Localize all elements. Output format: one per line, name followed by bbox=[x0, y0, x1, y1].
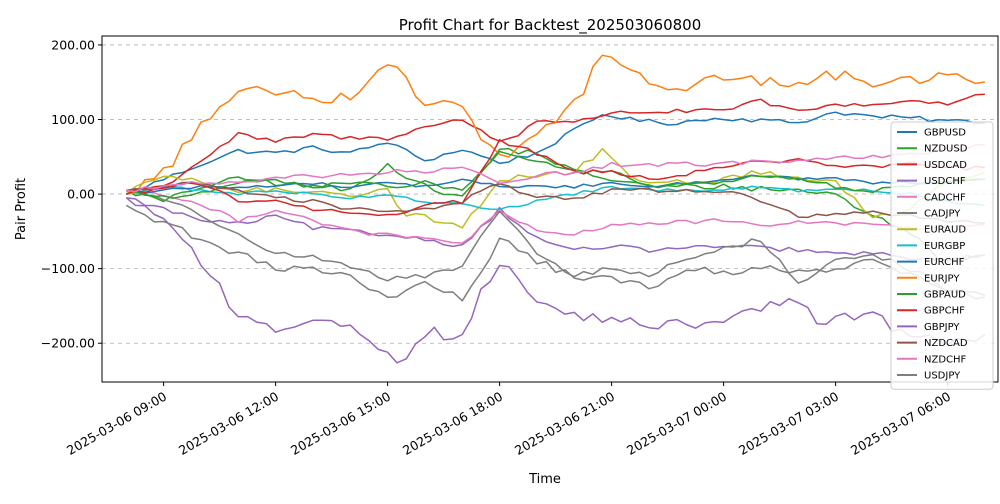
series-line-eurgbp bbox=[126, 185, 985, 211]
series-line-cadchf bbox=[126, 189, 985, 244]
legend-label: EURJPY bbox=[924, 273, 960, 284]
legend-label: NZDCAD bbox=[924, 338, 968, 349]
y-tick-label: 100.00 bbox=[51, 112, 95, 127]
x-tick-label: 2025-03-06 12:00 bbox=[176, 389, 281, 458]
x-tick-label: 2025-03-06 09:00 bbox=[64, 389, 169, 458]
legend-label: EURAUD bbox=[924, 225, 966, 236]
legend-label: CADCHF bbox=[924, 192, 966, 203]
series-line-gbpjpy bbox=[125, 197, 986, 364]
y-tick-label: −200.00 bbox=[41, 336, 95, 351]
legend-label: GBPUSD bbox=[924, 128, 966, 139]
x-tick-label: 2025-03-07 06:00 bbox=[848, 389, 953, 458]
legend-label: GBPCHF bbox=[924, 306, 965, 317]
x-tick-label: 2025-03-06 18:00 bbox=[400, 389, 505, 458]
series-line-usdchf bbox=[126, 197, 986, 263]
x-tick-label: 2025-03-07 00:00 bbox=[624, 389, 729, 458]
x-tick-label: 2025-03-06 21:00 bbox=[512, 389, 617, 458]
plot-frame bbox=[101, 35, 999, 383]
series-line-usdcad bbox=[126, 93, 985, 192]
legend-label: GBPJPY bbox=[924, 322, 960, 333]
series-line-nzdcad bbox=[126, 181, 985, 225]
legend-label: EURGBP bbox=[924, 241, 965, 252]
y-tick-label: 0.00 bbox=[67, 187, 95, 202]
series-lines bbox=[125, 54, 986, 364]
legend-label: CADJPY bbox=[924, 209, 961, 220]
series-line-eurjpy bbox=[126, 54, 986, 195]
legend: GBPUSD NZDUSD USDCAD USDCHF CADCHF CADJPY EURA… bbox=[890, 121, 994, 390]
y-tick-label: 200.00 bbox=[51, 37, 95, 52]
legend-label: USDCAD bbox=[924, 160, 967, 171]
legend-label: GBPAUD bbox=[924, 290, 966, 301]
legend-label: NZDUSD bbox=[924, 144, 968, 155]
series-line-gbpaud bbox=[126, 150, 985, 200]
series-line-gbpchf bbox=[126, 138, 985, 217]
y-axis-label: Pair Profit bbox=[14, 178, 29, 240]
legend-box bbox=[890, 121, 994, 390]
x-axis-ticks: 2025-03-06 09:00 2025-03-06 12:00 2025-03-… bbox=[64, 382, 953, 458]
series-line-eurchf bbox=[126, 174, 985, 195]
x-tick-label: 2025-03-06 15:00 bbox=[288, 389, 393, 458]
x-axis-label: Time bbox=[528, 472, 561, 487]
chart-title: Profit Chart for Backtest_202503060800 bbox=[399, 16, 702, 35]
series-line-nzdusd bbox=[125, 147, 985, 262]
legend-label: USDCHF bbox=[924, 176, 966, 187]
legend-label: NZDCHF bbox=[924, 354, 967, 365]
y-tick-label: −100.00 bbox=[41, 261, 95, 276]
legend-label: EURCHF bbox=[924, 257, 965, 268]
series-line-cadjpy bbox=[126, 189, 986, 297]
series-line-usdjpy bbox=[125, 204, 986, 302]
series-line-nzdchf bbox=[126, 144, 985, 193]
y-axis-ticks: 200.00 100.00 0.00 −100.00 −200.00 bbox=[41, 37, 102, 351]
x-tick-label: 2025-03-07 03:00 bbox=[736, 389, 841, 458]
legend-label: USDJPY bbox=[924, 371, 961, 382]
series-line-gbpusd bbox=[125, 111, 985, 195]
